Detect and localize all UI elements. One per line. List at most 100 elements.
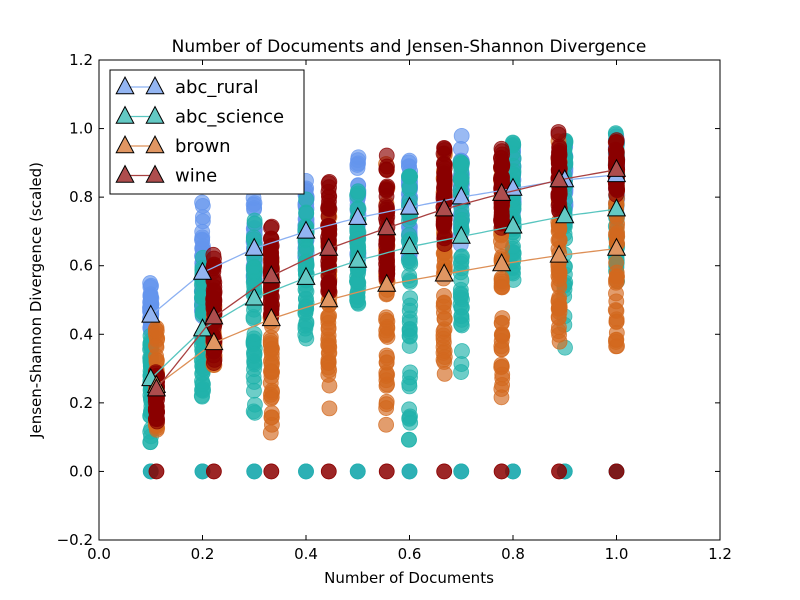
data-point bbox=[453, 311, 470, 328]
zero-point bbox=[378, 463, 395, 480]
series-abc_science-mean bbox=[141, 198, 627, 387]
zero-point bbox=[298, 463, 314, 480]
data-point bbox=[263, 405, 280, 421]
x-tick-label: 1.0 bbox=[605, 545, 629, 563]
legend-label: wine bbox=[175, 166, 217, 187]
data-point bbox=[551, 326, 567, 343]
data-point bbox=[608, 314, 625, 330]
legend-label: brown bbox=[175, 136, 231, 157]
chart-title: Number of Documents and Jensen-Shannon D… bbox=[172, 37, 647, 57]
data-point bbox=[205, 355, 222, 371]
data-point bbox=[320, 320, 337, 336]
data-point bbox=[435, 295, 452, 312]
x-tick-label: 1.2 bbox=[708, 545, 732, 563]
zero-point bbox=[320, 463, 337, 480]
y-tick-label: 0.4 bbox=[69, 325, 93, 343]
data-point bbox=[148, 337, 164, 354]
mean-line bbox=[150, 208, 617, 380]
data-point bbox=[263, 368, 280, 385]
mean-marker bbox=[503, 215, 523, 234]
mean-marker bbox=[451, 225, 471, 244]
mean-marker bbox=[377, 273, 397, 292]
mean-marker bbox=[606, 237, 627, 256]
legend-label: abc_rural bbox=[175, 77, 259, 98]
mean-marker bbox=[192, 261, 213, 280]
mean-marker bbox=[204, 331, 224, 351]
data-point bbox=[493, 359, 510, 376]
data-point bbox=[436, 349, 453, 365]
data-point bbox=[609, 181, 626, 198]
mean-marker bbox=[434, 263, 454, 282]
data-point bbox=[195, 209, 211, 225]
legend-marker bbox=[145, 105, 165, 124]
data-point bbox=[350, 183, 366, 200]
data-point bbox=[320, 183, 337, 200]
y-tick-label: 0.8 bbox=[69, 188, 93, 206]
data-point bbox=[453, 207, 470, 224]
y-tick-label: 0.2 bbox=[69, 394, 93, 412]
x-tick-label: 0.8 bbox=[501, 545, 525, 563]
data-point bbox=[402, 328, 418, 345]
mean-marker bbox=[399, 196, 420, 215]
data-point bbox=[453, 356, 470, 372]
data-point bbox=[453, 127, 470, 144]
data-point bbox=[263, 390, 279, 407]
mean-marker bbox=[261, 265, 281, 284]
mean-marker bbox=[296, 266, 316, 285]
y-tick-label: 1.0 bbox=[69, 120, 93, 138]
zero-point bbox=[205, 463, 222, 480]
zero-point bbox=[493, 463, 510, 480]
legend-item-wine: wine bbox=[115, 164, 217, 187]
mean-marker bbox=[348, 249, 368, 268]
mean-marker bbox=[503, 177, 523, 196]
data-point bbox=[435, 323, 452, 340]
data-point bbox=[262, 239, 279, 256]
x-tick-label: 0.2 bbox=[191, 545, 215, 563]
mean-marker bbox=[244, 287, 264, 306]
data-point bbox=[245, 259, 262, 276]
mean-marker bbox=[606, 158, 627, 177]
data-point bbox=[454, 248, 470, 265]
zero-point bbox=[263, 463, 280, 480]
mean-marker bbox=[319, 237, 339, 256]
mean-marker bbox=[434, 198, 454, 217]
data-point bbox=[378, 400, 395, 416]
data-point bbox=[245, 309, 262, 325]
mean-marker bbox=[491, 253, 512, 272]
x-axis-label: Number of Documents bbox=[324, 569, 494, 587]
data-point bbox=[206, 250, 222, 267]
x-tick-label: 0.4 bbox=[294, 545, 318, 563]
data-point bbox=[436, 365, 453, 382]
data-point bbox=[454, 155, 470, 172]
data-point bbox=[263, 345, 280, 362]
data-point bbox=[608, 332, 624, 348]
zero-point bbox=[608, 463, 625, 480]
zero-point bbox=[436, 463, 453, 480]
mean-marker bbox=[549, 169, 569, 188]
mean-marker bbox=[296, 220, 316, 239]
data-point bbox=[247, 396, 263, 413]
legend-item-brown: brown bbox=[115, 135, 231, 157]
mean-marker bbox=[141, 304, 161, 323]
zero-point bbox=[401, 463, 418, 480]
y-axis-label: Jensen-Shannon Divergence (scaled) bbox=[27, 162, 45, 439]
data-point bbox=[378, 147, 395, 164]
data-point bbox=[320, 197, 337, 214]
data-point bbox=[608, 132, 625, 149]
zero-point bbox=[349, 463, 366, 480]
data-point bbox=[551, 140, 568, 156]
data-point bbox=[379, 319, 396, 335]
data-point bbox=[401, 178, 418, 195]
data-point bbox=[493, 389, 510, 406]
data-point bbox=[206, 285, 223, 302]
data-point bbox=[378, 416, 395, 433]
mean-marker bbox=[244, 237, 264, 256]
data-point bbox=[246, 346, 263, 362]
legend-marker bbox=[145, 76, 165, 95]
y-tick-label: 0.6 bbox=[69, 257, 93, 275]
x-tick-label: 0.0 bbox=[87, 545, 111, 563]
data-point bbox=[609, 225, 626, 241]
mean-marker bbox=[606, 198, 627, 217]
data-point bbox=[400, 431, 417, 448]
